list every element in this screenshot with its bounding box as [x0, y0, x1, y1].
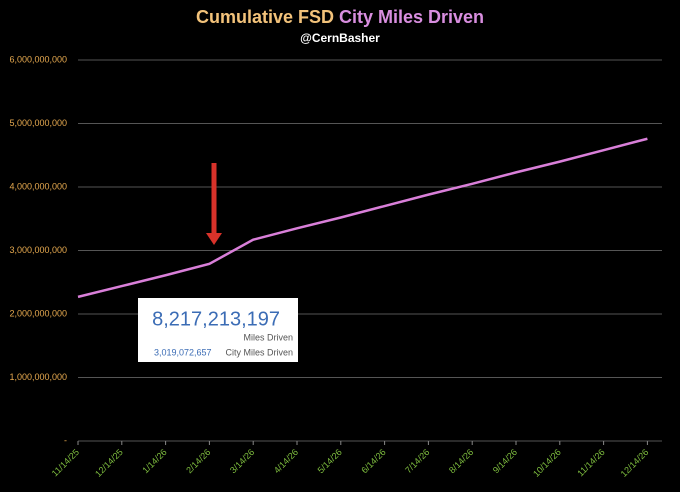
- callout-city: 3,019,072,657: [154, 347, 212, 357]
- callout-city-label: City Miles Driven: [225, 347, 293, 357]
- subtitle: @CernBasher: [300, 31, 380, 45]
- title-part: City Miles Driven: [339, 7, 484, 27]
- chart-title: Cumulative FSD City Miles Driven: [196, 7, 484, 27]
- line: [77, 137, 648, 299]
- y-tick-label: 2,000,000,000: [9, 308, 67, 318]
- arrow-head: [206, 233, 222, 245]
- y-tick-label: 5,000,000,000: [9, 118, 67, 128]
- y-tick-label: 1,000,000,000: [9, 372, 67, 382]
- y-tick-label: 4,000,000,000: [9, 181, 67, 191]
- plot: [77, 137, 648, 299]
- y-tick-label: -: [64, 435, 67, 445]
- y-tick-label: 3,000,000,000: [9, 245, 67, 255]
- callout-total-label: Miles Driven: [243, 332, 293, 342]
- callout-box: [138, 298, 298, 362]
- callout-total: 8,217,213,197: [152, 308, 280, 330]
- y-tick-label: 6,000,000,000: [9, 54, 67, 64]
- title-part: Cumulative FSD: [196, 7, 334, 27]
